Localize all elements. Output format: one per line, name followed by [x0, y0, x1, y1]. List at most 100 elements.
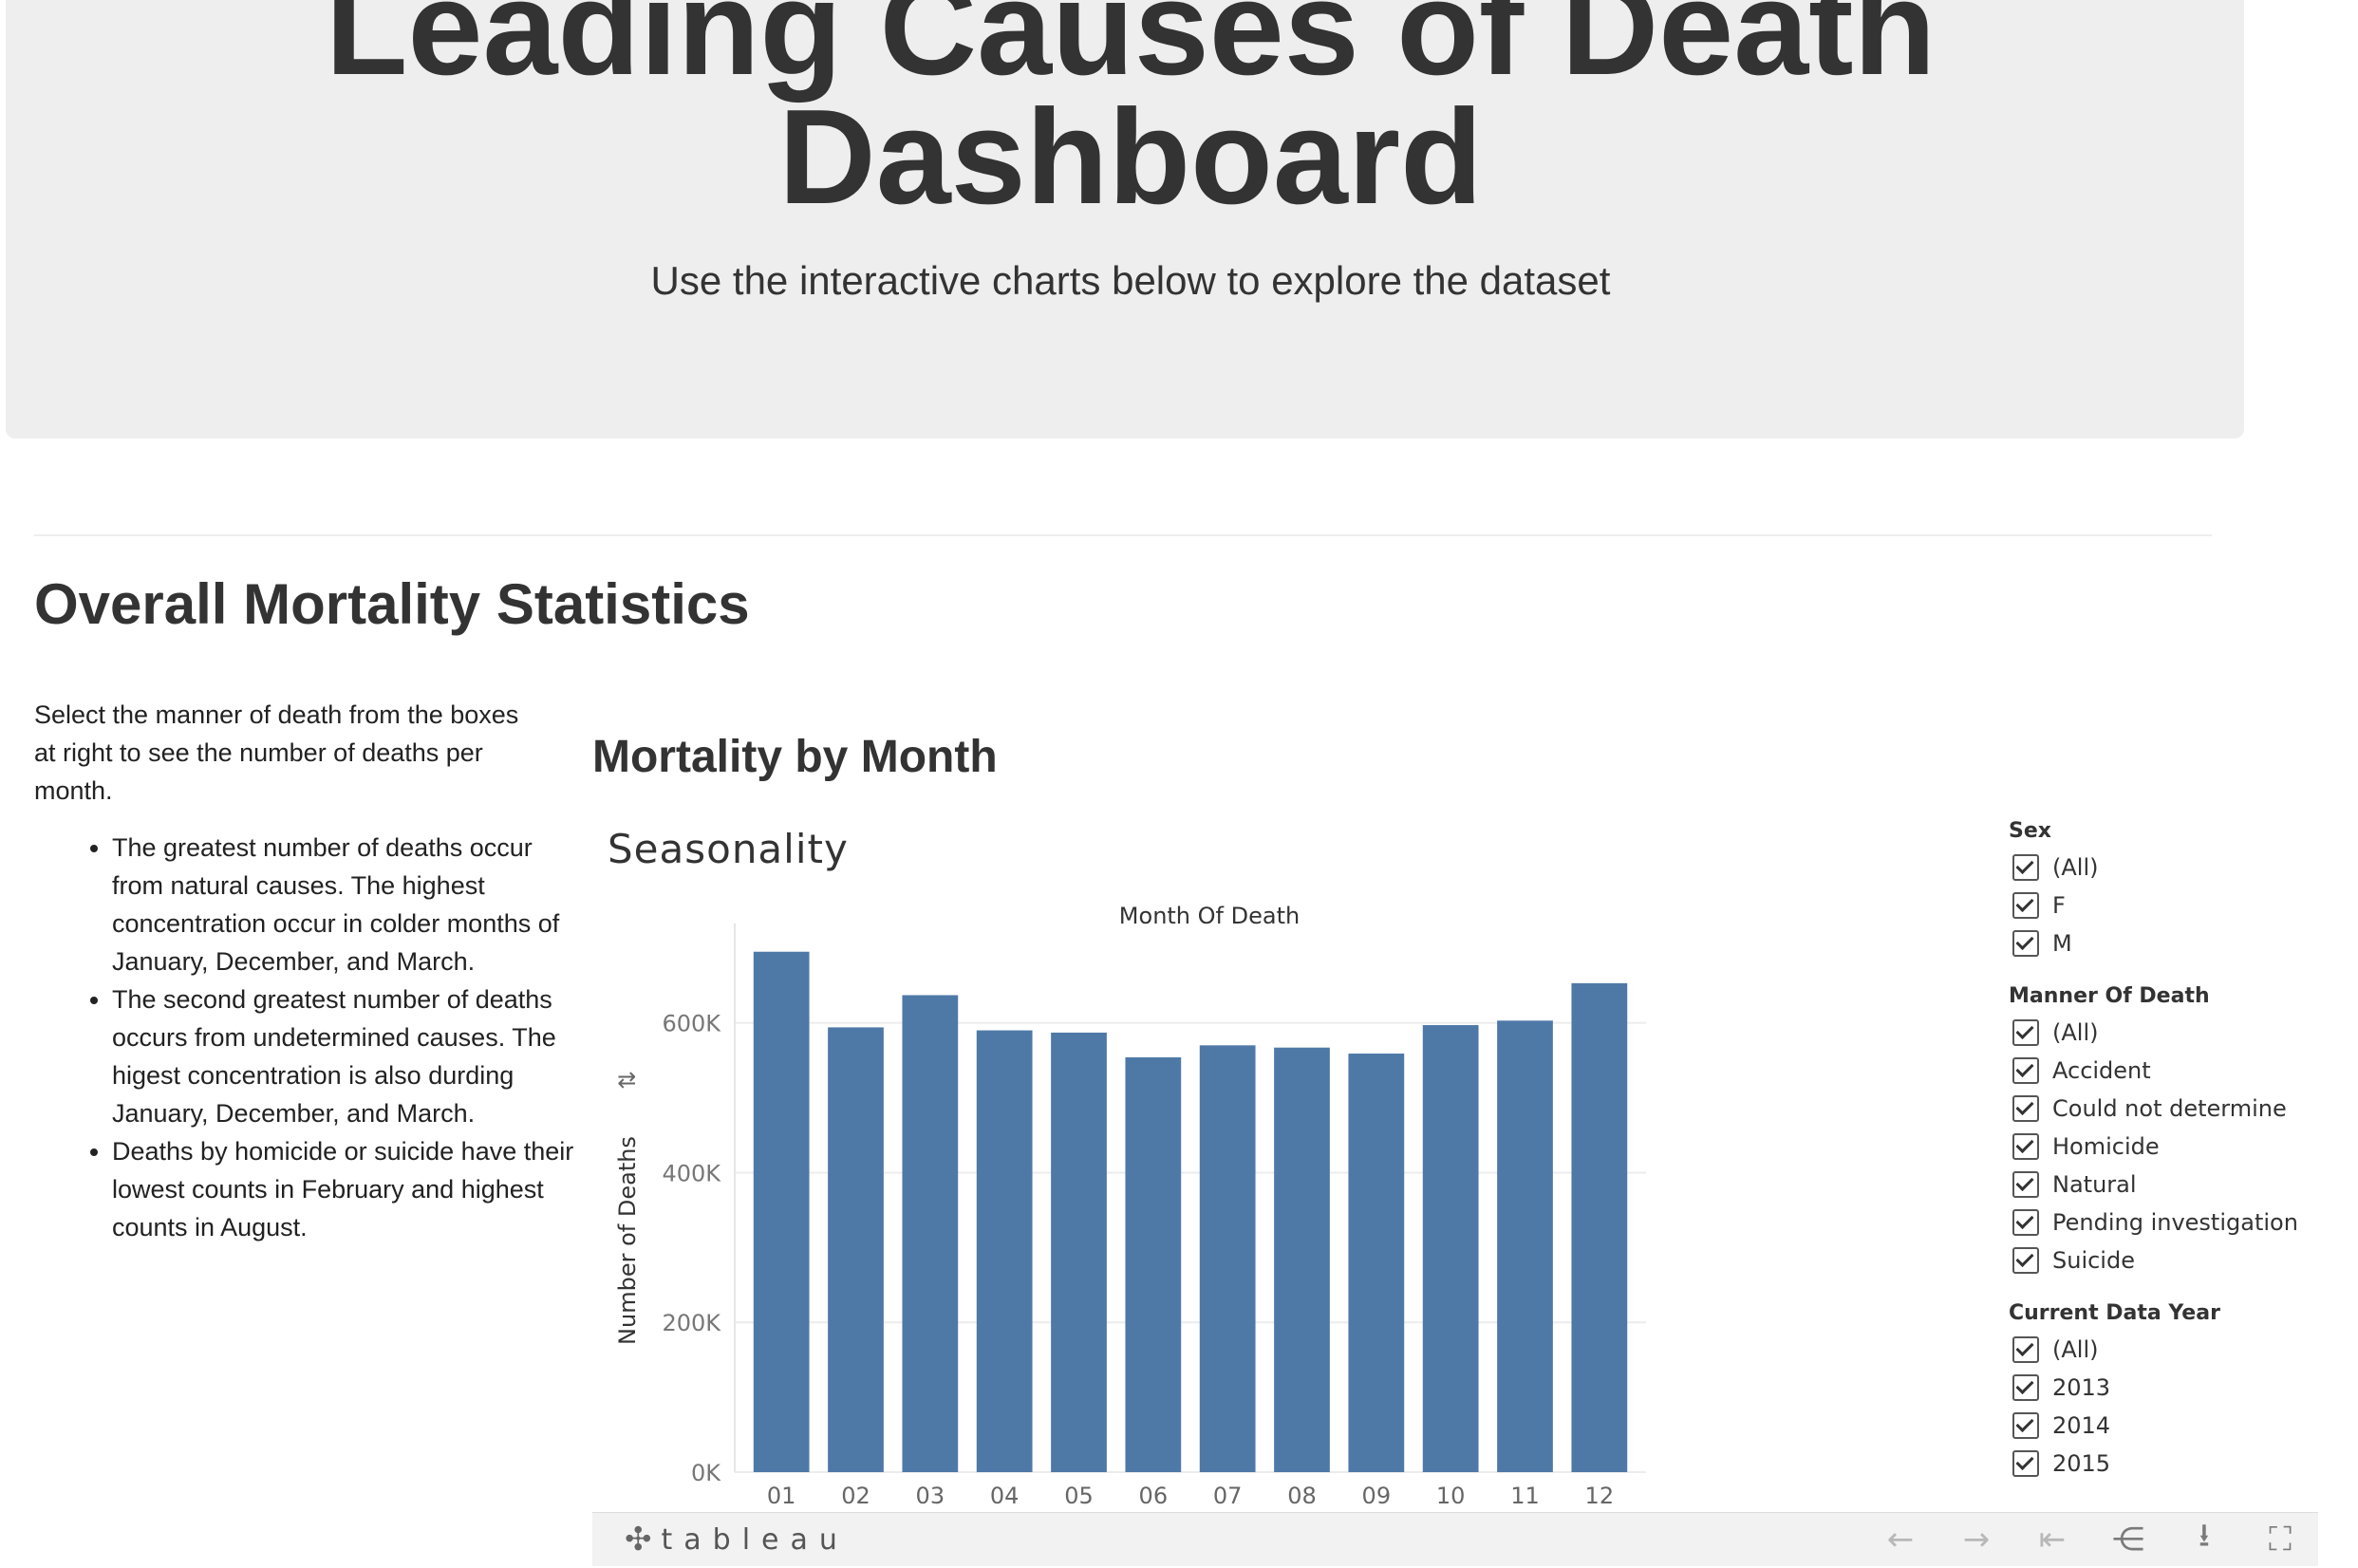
filter-checkbox[interactable]: Natural — [2005, 1166, 2318, 1204]
filter-option-label: Homicide — [2052, 1133, 2160, 1160]
filter-checkbox[interactable]: Accident — [2005, 1052, 2318, 1090]
y-tick-label: 400K — [662, 1160, 721, 1186]
checkbox-checked-icon[interactable] — [2012, 1057, 2039, 1084]
intro-text: Select the manner of death from the boxe… — [34, 700, 519, 805]
bar-chart[interactable]: Month Of Death 0K 200K 400K 600K Number of De… — [592, 814, 1684, 1517]
bar-month-06[interactable] — [1125, 1056, 1182, 1472]
checkbox-checked-icon[interactable] — [2012, 1374, 2039, 1401]
x-tick-label: 04 — [990, 1483, 1020, 1509]
checkbox-checked-icon[interactable] — [2012, 1412, 2039, 1439]
checkbox-checked-icon[interactable] — [2012, 854, 2039, 881]
tableau-toolbar: ✣ tableau ← → ⇤ ⋲ ⭳ ⛶ — [592, 1512, 2318, 1566]
filter-checkbox[interactable]: 2015 — [2005, 1445, 2318, 1483]
y-tick-label: 0K — [691, 1460, 721, 1486]
download-icon[interactable]: ⭳ — [2199, 1516, 2210, 1555]
tableau-wordmark: tableau — [661, 1522, 849, 1557]
checkbox-checked-icon[interactable] — [2012, 1019, 2039, 1046]
findings-list: The greatest number of deaths occur from… — [65, 829, 587, 1246]
tableau-viz[interactable]: Seasonality Month Of Death 0K 200K 400K 600K… — [592, 814, 2318, 1568]
section-title: Overall Mortality Statistics — [34, 572, 750, 636]
tableau-brand[interactable]: ✣ tableau — [625, 1521, 849, 1559]
checkbox-checked-icon[interactable] — [2012, 892, 2039, 919]
filter-checkbox[interactable]: 2014 — [2005, 1407, 2318, 1445]
page-subtitle: Use the interactive charts below to expl… — [650, 258, 1611, 303]
checkbox-checked-icon[interactable] — [2012, 1171, 2039, 1198]
filter-option-label: M — [2052, 930, 2072, 957]
x-tick-label: 03 — [916, 1483, 945, 1509]
bar-month-03[interactable] — [902, 995, 959, 1472]
bar-month-09[interactable] — [1348, 1054, 1405, 1472]
bar-month-05[interactable] — [1051, 1032, 1107, 1472]
bar-month-11[interactable] — [1497, 1020, 1553, 1472]
bar-month-08[interactable] — [1274, 1047, 1330, 1472]
filter-option-label: (All) — [2052, 1336, 2099, 1363]
x-tick-label: 07 — [1213, 1483, 1243, 1509]
checkbox-checked-icon[interactable] — [2012, 1336, 2039, 1363]
filter-option-label: 2013 — [2052, 1374, 2111, 1401]
filter-sex: Sex (All) F M — [2005, 814, 2318, 962]
filter-option-label: Suicide — [2052, 1247, 2135, 1274]
filter-manner-title: Manner Of Death — [2009, 984, 2210, 1008]
filter-checkbox[interactable]: 2013 — [2005, 1369, 2318, 1407]
filter-panel: Sex (All) F M Manner Of Death (All) Acci… — [2005, 814, 2318, 1500]
revert-icon[interactable]: ⇤ — [2038, 1521, 2067, 1559]
bar-month-04[interactable] — [976, 1030, 1033, 1472]
filter-sex-title: Sex — [2009, 819, 2051, 843]
bar-month-07[interactable] — [1199, 1045, 1256, 1472]
x-axis-title: Month Of Death — [1119, 903, 1300, 929]
undo-icon[interactable]: ← — [1886, 1521, 1915, 1559]
page-title: Leading Causes of Death Dashboard — [6, 0, 2255, 225]
sort-icon: ⇅ — [614, 1071, 641, 1090]
y-tick-label: 200K — [662, 1310, 721, 1336]
filter-manner: Manner Of Death (All) Accident Could not… — [2005, 980, 2318, 1279]
x-tick-label: 09 — [1362, 1483, 1392, 1509]
x-tick-label: 12 — [1585, 1483, 1615, 1509]
sheet-title: Seasonality — [608, 826, 849, 872]
filter-option-label: 2015 — [2052, 1450, 2111, 1477]
filter-option-label: Natural — [2052, 1171, 2137, 1198]
filter-option-label: Could not determine — [2052, 1095, 2287, 1122]
bar-month-01[interactable] — [753, 951, 810, 1472]
share-icon[interactable]: ⋲ — [2112, 1521, 2144, 1559]
filter-option-label: F — [2052, 892, 2066, 919]
checkbox-checked-icon[interactable] — [2012, 1095, 2039, 1122]
redo-icon[interactable]: → — [1962, 1521, 1991, 1559]
filter-checkbox[interactable]: Pending investigation — [2005, 1204, 2318, 1241]
y-tick-label: 600K — [662, 1011, 721, 1037]
filter-checkbox[interactable]: Homicide — [2005, 1128, 2318, 1166]
filter-option-label: 2014 — [2052, 1412, 2111, 1439]
x-tick-label: 02 — [841, 1483, 870, 1509]
x-tick-label: 11 — [1510, 1483, 1540, 1509]
checkbox-checked-icon[interactable] — [2012, 1133, 2039, 1160]
page-title-line2: Dashboard — [778, 82, 1483, 233]
checkbox-checked-icon[interactable] — [2012, 1247, 2039, 1274]
bar-month-12[interactable] — [1571, 982, 1628, 1472]
finding-item: The greatest number of deaths occur from… — [112, 829, 587, 980]
page-title-line1: Leading Causes of Death — [325, 0, 1937, 103]
x-tick-label: 05 — [1064, 1483, 1094, 1509]
finding-item: Deaths by homicide or suicide have their… — [112, 1132, 587, 1246]
tableau-logo-icon: ✣ — [625, 1521, 652, 1559]
filter-option-label: Pending investigation — [2052, 1209, 2298, 1236]
filter-year-title: Current Data Year — [2009, 1301, 2220, 1325]
filter-year: Current Data Year (All) 2013 2014 2015 — [2005, 1297, 2318, 1483]
filter-checkbox[interactable]: Suicide — [2005, 1241, 2318, 1279]
filter-checkbox[interactable]: (All) — [2005, 849, 2318, 887]
bar-month-02[interactable] — [828, 1027, 884, 1472]
filter-checkbox[interactable]: M — [2005, 924, 2318, 962]
filter-checkbox[interactable]: (All) — [2005, 1014, 2318, 1052]
y-axis-title: Number of Deaths — [614, 1136, 641, 1345]
checkbox-checked-icon[interactable] — [2012, 930, 2039, 957]
filter-option-label: (All) — [2052, 1019, 2099, 1046]
x-tick-label: 01 — [767, 1483, 796, 1509]
bar-month-10[interactable] — [1422, 1025, 1479, 1472]
fullscreen-icon[interactable]: ⛶ — [2269, 1521, 2292, 1559]
header-banner: Leading Causes of Death Dashboard Use th… — [6, 0, 2244, 439]
filter-option-label: Accident — [2052, 1057, 2151, 1084]
checkbox-checked-icon[interactable] — [2012, 1209, 2039, 1236]
checkbox-checked-icon[interactable] — [2012, 1450, 2039, 1477]
filter-checkbox[interactable]: Could not determine — [2005, 1090, 2318, 1128]
viz-heading: Mortality by Month — [592, 732, 998, 782]
filter-checkbox[interactable]: F — [2005, 887, 2318, 924]
filter-checkbox[interactable]: (All) — [2005, 1331, 2318, 1369]
